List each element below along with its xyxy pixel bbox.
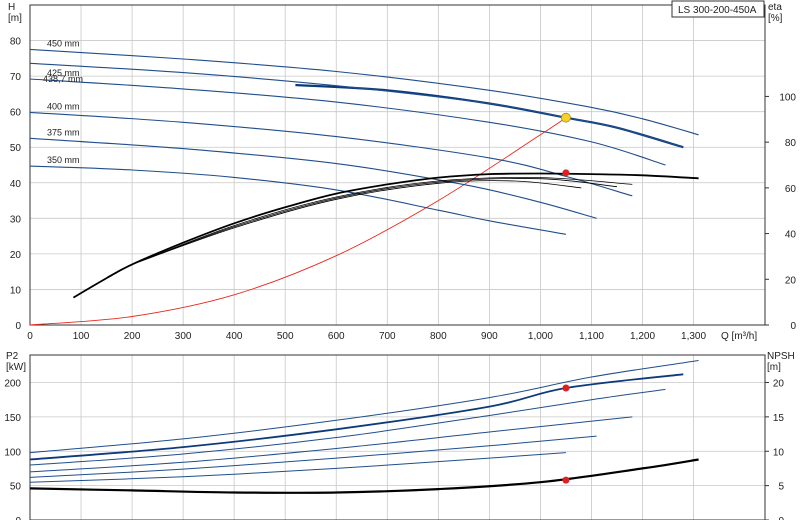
y-tick-label: 50 bbox=[10, 143, 22, 154]
x-tick-label: 800 bbox=[430, 331, 447, 342]
chart-title: LS 300-200-450A bbox=[678, 5, 757, 16]
efficiency-curve bbox=[131, 177, 633, 265]
eta-axis-label: eta [%] bbox=[768, 2, 783, 24]
head-grid bbox=[30, 5, 765, 325]
head-axis-label: H [m] bbox=[8, 2, 22, 24]
npsh-axis-ticks: 0 5 10 15 20 bbox=[765, 379, 784, 520]
x-tick-label: 1,200 bbox=[630, 331, 655, 342]
x-tick-label: 500 bbox=[277, 331, 294, 342]
power-curve bbox=[29, 452, 566, 483]
head-curve-label: 350 mm bbox=[47, 155, 80, 165]
x-tick-label: 300 bbox=[175, 331, 192, 342]
y2-tick-label: 20 bbox=[773, 379, 785, 390]
power-curve bbox=[29, 416, 633, 473]
head-curve-label: 400 mm bbox=[47, 101, 80, 111]
y-tick-label: 0 bbox=[15, 516, 21, 520]
npsh-curve bbox=[29, 458, 699, 494]
power-axis-label: P2 [kW] bbox=[6, 351, 26, 373]
marker-point bbox=[561, 112, 571, 123]
x-tick-label: 0 bbox=[27, 331, 33, 342]
eta-axis-ticks: 0 20 40 60 80 100 bbox=[765, 92, 796, 332]
head-curve bbox=[29, 62, 684, 148]
title-box bbox=[671, 0, 765, 18]
y2-tick-label: 15 bbox=[773, 413, 785, 424]
power-plot-frame bbox=[29, 354, 766, 520]
y-tick-label: 100 bbox=[4, 447, 21, 458]
x-tick-label: 600 bbox=[328, 331, 345, 342]
y-tick-label: 70 bbox=[10, 72, 22, 83]
x-tick-label: 700 bbox=[379, 331, 396, 342]
head-curves bbox=[29, 48, 699, 326]
power-grid bbox=[30, 355, 765, 520]
power-curve bbox=[29, 373, 684, 461]
y-tick-label: 80 bbox=[10, 37, 22, 48]
y-tick-label: 10 bbox=[10, 285, 22, 296]
y-tick-label: 0 bbox=[15, 321, 21, 332]
y-tick-label: 60 bbox=[10, 108, 22, 119]
x-tick-label: 900 bbox=[481, 331, 498, 342]
system-curve bbox=[29, 117, 567, 326]
x-tick-label: 1,100 bbox=[579, 331, 604, 342]
head-plot-frame bbox=[29, 4, 766, 326]
y2-tick-label: 5 bbox=[778, 482, 784, 493]
marker-point bbox=[562, 476, 570, 484]
head-curve-label: 375 mm bbox=[47, 127, 80, 137]
x-tick-label: 400 bbox=[226, 331, 243, 342]
y-tick-label: 200 bbox=[4, 379, 21, 390]
head-curve bbox=[29, 111, 633, 197]
power-curve bbox=[29, 360, 699, 454]
marker-point bbox=[562, 384, 570, 392]
flow-axis-ticks: 0 100 200 300 400 500 600 700 800 900 1,000 1,100 1,… bbox=[27, 331, 706, 342]
head-curve bbox=[29, 137, 597, 219]
x-tick-label: 1,000 bbox=[528, 331, 553, 342]
y-tick-label: 40 bbox=[10, 179, 22, 190]
x-tick-label: 200 bbox=[124, 331, 141, 342]
y2-tick-label: 0 bbox=[778, 516, 784, 520]
npsh-axis-label: NPSH [m] bbox=[767, 351, 795, 373]
efficiency-curve bbox=[72, 172, 699, 299]
power-curves bbox=[29, 360, 699, 494]
y2-tick-label: 20 bbox=[785, 275, 797, 286]
x-tick-label: 1,300 bbox=[681, 331, 706, 342]
efficiency-curve bbox=[131, 178, 618, 265]
y-tick-label: 50 bbox=[10, 482, 22, 493]
y2-tick-label: 60 bbox=[785, 184, 797, 195]
y2-tick-label: 80 bbox=[785, 138, 797, 149]
x-tick-label: 100 bbox=[73, 331, 90, 342]
marker-point bbox=[562, 169, 570, 177]
y-tick-label: 20 bbox=[10, 250, 22, 261]
efficiency-curve bbox=[131, 180, 582, 265]
y2-tick-label: 40 bbox=[785, 230, 797, 241]
y2-tick-label: 0 bbox=[790, 321, 796, 332]
head-curve bbox=[29, 165, 566, 235]
head-curve-label: 450 mm bbox=[47, 38, 80, 48]
y-tick-label: 150 bbox=[4, 413, 21, 424]
head-curve-label: 425 mm bbox=[47, 68, 80, 78]
power-axis-ticks: 0 50 100 150 200 bbox=[4, 379, 21, 520]
head-curve-label: 438,7 mm bbox=[43, 74, 83, 84]
y-tick-label: 30 bbox=[10, 214, 22, 225]
y2-tick-label: 10 bbox=[773, 447, 785, 458]
power-curve bbox=[29, 435, 597, 478]
head-curve bbox=[29, 78, 666, 166]
y2-tick-label: 100 bbox=[779, 92, 796, 103]
head-axis-ticks: 0 10 20 30 40 50 60 70 80 bbox=[10, 37, 22, 332]
flow-axis-label: Q [m³/h] bbox=[721, 331, 757, 342]
power-curve bbox=[29, 388, 666, 466]
head-curve bbox=[29, 48, 699, 136]
